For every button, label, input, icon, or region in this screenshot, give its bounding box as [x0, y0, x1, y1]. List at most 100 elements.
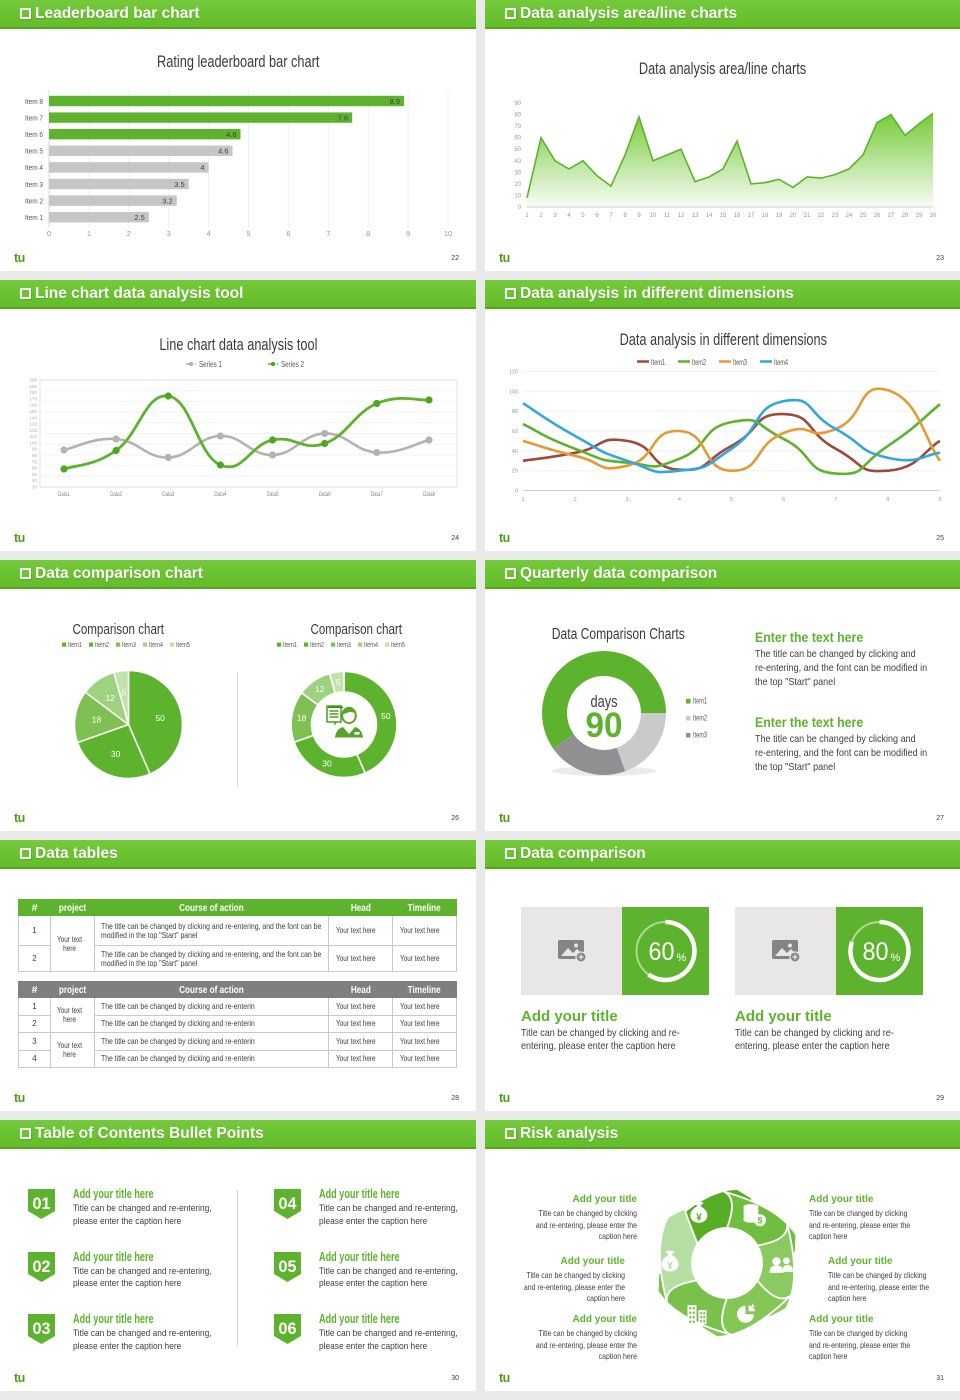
svg-text:18: 18 [297, 713, 307, 723]
svg-text:27: 27 [888, 213, 895, 219]
svg-text:3: 3 [626, 497, 629, 503]
svg-text:80: 80 [863, 938, 889, 966]
svg-text:Item 2: Item 2 [25, 196, 43, 205]
svg-text:Item3: Item3 [337, 640, 351, 649]
svg-text:2: 2 [574, 497, 577, 503]
svg-text:¥: ¥ [667, 1261, 673, 1272]
svg-text:Item1: Item1 [693, 697, 707, 706]
svg-text:7: 7 [609, 213, 613, 219]
svg-text:Data8: Data8 [423, 492, 435, 498]
svg-text:Data2: Data2 [110, 492, 122, 498]
svg-text:180: 180 [29, 390, 37, 395]
svg-text:30: 30 [930, 213, 937, 219]
svg-text:6: 6 [782, 497, 785, 503]
svg-text:60: 60 [512, 429, 518, 435]
svg-text:12: 12 [678, 213, 685, 219]
svg-text:140: 140 [29, 415, 37, 420]
svg-text:Item1: Item1 [68, 640, 82, 649]
svg-text:40: 40 [512, 449, 518, 455]
svg-text:Data3: Data3 [162, 492, 174, 498]
svg-text:80: 80 [512, 409, 518, 415]
svg-text:100: 100 [509, 389, 518, 395]
svg-text:8.9: 8.9 [390, 97, 400, 106]
svg-text:1: 1 [525, 213, 529, 219]
svg-text:16: 16 [734, 213, 741, 219]
svg-text:Data7: Data7 [371, 492, 383, 498]
svg-text:90: 90 [32, 447, 38, 452]
svg-text:7: 7 [326, 229, 330, 238]
svg-text:90: 90 [586, 706, 623, 745]
svg-text:18: 18 [762, 213, 769, 219]
svg-text:20: 20 [790, 213, 797, 219]
svg-text:Item5: Item5 [391, 640, 405, 649]
svg-text:Series 1: Series 1 [199, 360, 222, 369]
svg-text:Item 8: Item 8 [25, 97, 43, 106]
svg-text:1: 1 [521, 497, 524, 503]
svg-text:30: 30 [514, 170, 521, 176]
svg-text:3: 3 [167, 229, 171, 238]
svg-text:130: 130 [29, 422, 37, 427]
svg-text:Item2: Item2 [693, 714, 707, 723]
svg-text:24: 24 [846, 213, 853, 219]
svg-text:2.5: 2.5 [134, 213, 144, 222]
svg-text:Item2: Item2 [95, 640, 109, 649]
svg-text:Item 1: Item 1 [25, 213, 43, 222]
svg-text:Item3: Item3 [693, 731, 707, 740]
svg-text:5: 5 [336, 677, 341, 687]
svg-text:Item 4: Item 4 [25, 163, 43, 172]
svg-text:90: 90 [514, 101, 521, 107]
svg-text:Data1: Data1 [58, 492, 70, 498]
svg-text:6: 6 [286, 229, 290, 238]
svg-text:4.8: 4.8 [226, 130, 236, 139]
svg-text:8: 8 [366, 229, 370, 238]
svg-text:3.2: 3.2 [162, 196, 172, 205]
svg-text:9: 9 [637, 213, 641, 219]
svg-text:11: 11 [664, 213, 671, 219]
svg-text:Series 2: Series 2 [281, 360, 304, 369]
svg-text:22: 22 [818, 213, 825, 219]
svg-text:%: % [677, 952, 687, 964]
svg-text:70: 70 [32, 459, 38, 464]
svg-text:50: 50 [514, 147, 521, 153]
svg-text:100: 100 [29, 440, 37, 445]
svg-text:4: 4 [678, 497, 681, 503]
svg-text:29: 29 [916, 213, 923, 219]
svg-text:Item1: Item1 [651, 358, 665, 367]
svg-text:120: 120 [509, 370, 518, 376]
svg-text:2: 2 [127, 229, 131, 238]
svg-text:10: 10 [444, 229, 452, 238]
svg-text:Item5: Item5 [176, 640, 190, 649]
svg-text:06: 06 [279, 1320, 297, 1338]
svg-text:50: 50 [381, 711, 391, 721]
svg-text:03: 03 [33, 1320, 51, 1338]
svg-text:20: 20 [512, 469, 518, 475]
svg-text:60: 60 [32, 466, 38, 471]
svg-text:Data6: Data6 [319, 492, 331, 498]
svg-text:1: 1 [87, 229, 91, 238]
svg-text:15: 15 [720, 213, 727, 219]
svg-text:9: 9 [406, 229, 410, 238]
svg-text:0: 0 [47, 229, 51, 238]
svg-text:$: $ [757, 1215, 762, 1225]
svg-text:28: 28 [902, 213, 909, 219]
svg-text:5: 5 [730, 497, 733, 503]
svg-text:21: 21 [804, 213, 811, 219]
svg-text:160: 160 [29, 403, 37, 408]
svg-text:30: 30 [32, 485, 38, 490]
svg-text:5: 5 [122, 687, 127, 697]
svg-text:50: 50 [155, 713, 165, 723]
svg-text:Item 5: Item 5 [25, 147, 43, 156]
svg-text:5: 5 [246, 229, 250, 238]
svg-text:12: 12 [105, 693, 115, 703]
svg-text:10: 10 [650, 213, 657, 219]
svg-text:5: 5 [581, 213, 585, 219]
svg-text:170: 170 [29, 396, 37, 401]
svg-text:20: 20 [514, 182, 521, 188]
svg-text:01: 01 [33, 1195, 51, 1213]
svg-text:30: 30 [111, 749, 121, 759]
svg-text:14: 14 [706, 213, 713, 219]
svg-text:Item4: Item4 [364, 640, 378, 649]
svg-text:4.6: 4.6 [218, 147, 228, 156]
svg-text:%: % [891, 952, 901, 964]
svg-text:23: 23 [832, 213, 839, 219]
